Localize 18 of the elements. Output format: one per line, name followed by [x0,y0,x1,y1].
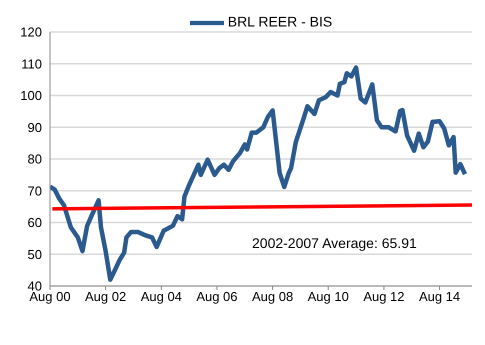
x-tick-label: Aug 02 [85,289,126,304]
y-tick-label: 60 [28,215,42,230]
x-tick-label: Aug 06 [196,289,238,304]
line-series [50,65,468,282]
y-tick-label: 70 [28,183,42,198]
y-tick-label: 80 [28,152,42,167]
y-tick-label: 90 [28,120,42,135]
annotation: 2002-2007 Average: 65.91 [252,235,417,251]
x-tick-label: Aug 12 [363,289,405,304]
y-tick-label: 100 [20,88,42,104]
legend-label: BRL REER - BIS [228,14,332,30]
x-tick-label: Aug 04 [140,289,182,304]
x-tick-label: Aug 14 [418,289,460,304]
y-tick-label: 110 [21,56,42,72]
x-tick-label: Aug 08 [252,289,294,304]
x-tick-label: Aug 10 [308,289,349,304]
y-tick-label: 120 [20,24,42,40]
y-tick-label: 50 [28,246,42,262]
